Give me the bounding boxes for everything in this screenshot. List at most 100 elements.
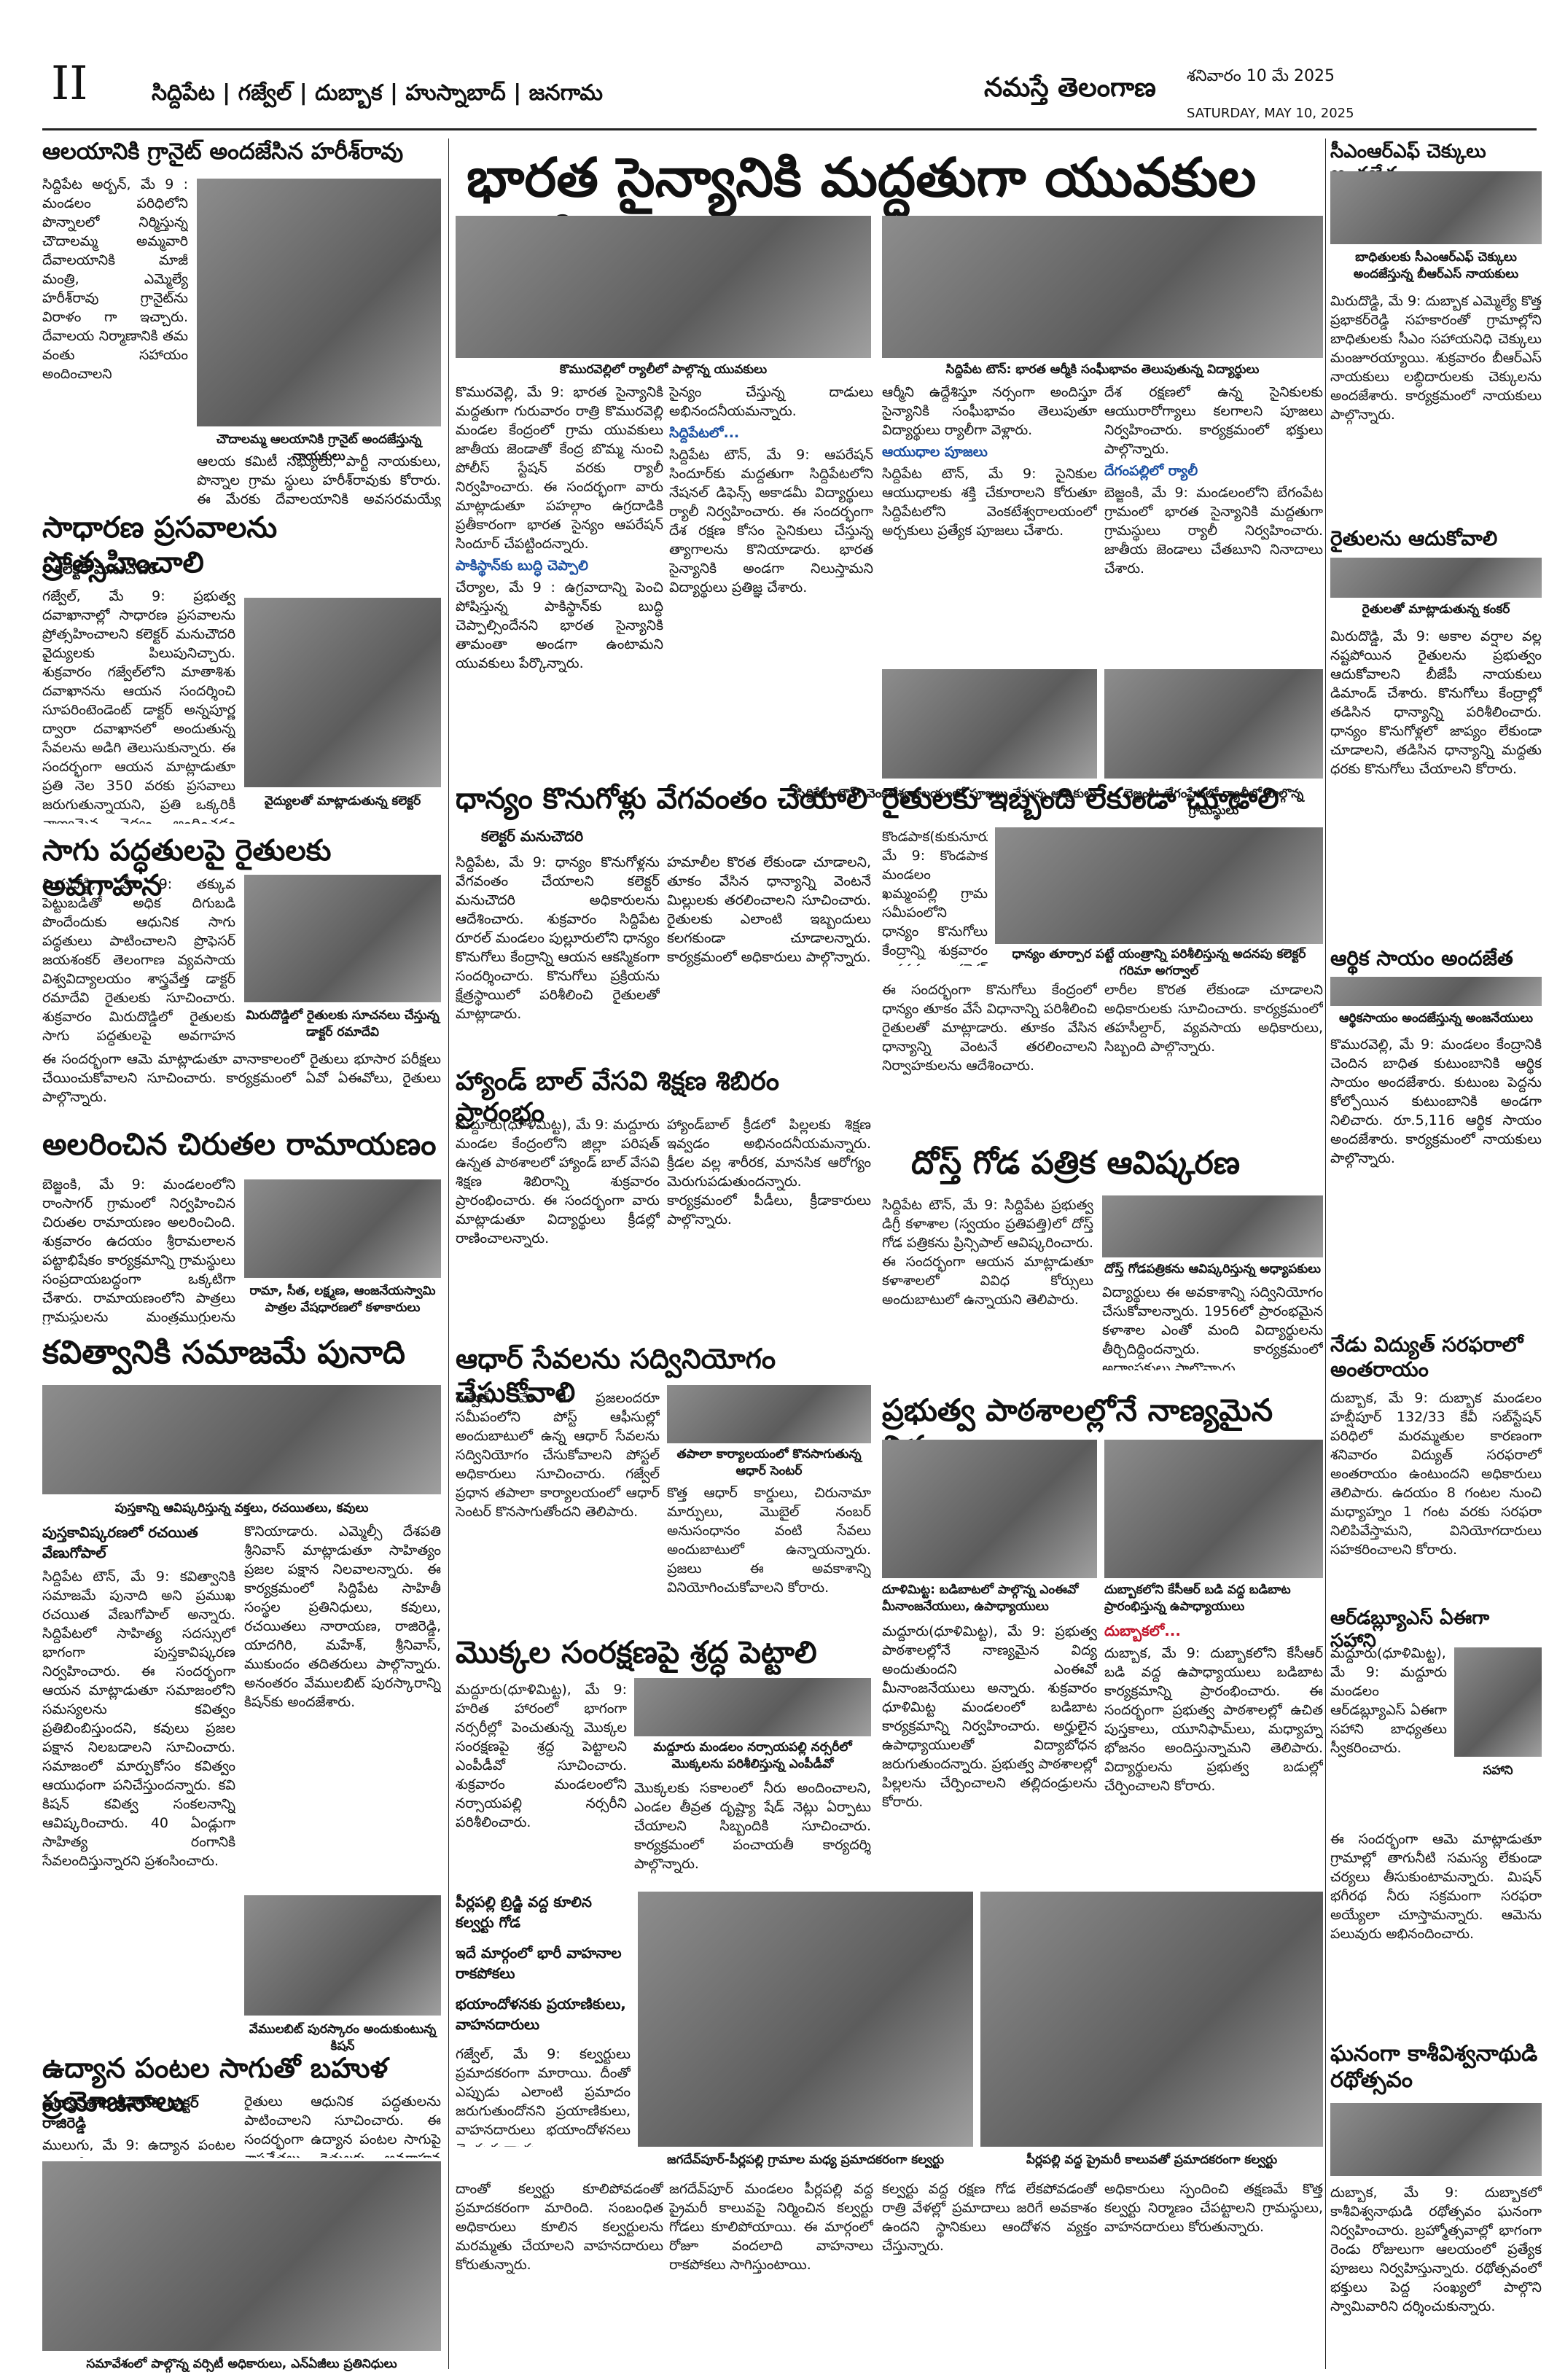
caption: బెజ్జంకి: బేగంపేటలో ర్యాలీలో పాల్గొన్న గ…	[1123, 787, 1304, 818]
body: దేశ రక్షణలో ఉన్న సైనికులకు ఆయురారోగ్యాలు…	[1104, 383, 1323, 663]
caption: కొమురవెల్లిలో ర్యాలీలో పాల్గొన్న యువకులు	[559, 362, 768, 377]
photo	[42, 1385, 441, 1494]
body: లారీల కొరత లేకుండా చూడాలని అధికారులకు సూ…	[1104, 982, 1323, 1055]
photo	[244, 875, 441, 1002]
caption: మద్దూరు మండలం నర్సాయపల్లి నర్సరీలో మొక్క…	[653, 1740, 852, 1771]
caption: చౌదాలమ్మ ఆలయానికి గ్రానైట్ అందజేస్తున్న …	[216, 432, 422, 464]
photo	[244, 1895, 441, 2016]
paragraph: సైన్యం చేస్తున్న దాడులు అభినందనీయమన్నారు…	[669, 384, 873, 419]
body: గజ్వేల్, మే 9: కల్వర్టులు ప్రమాదకరంగా మా…	[456, 2046, 631, 2147]
photo	[244, 598, 441, 787]
caption: సహాని	[1483, 1763, 1513, 1778]
body: ఈ సందర్భంగా ఆమె మాట్లాడుతూ గ్రామాల్లో తా…	[1330, 1831, 1542, 1942]
body: కల్వర్టు వద్ద రక్షణ గోడ లేకపోవడంతో రాత్ర…	[882, 2181, 1097, 2254]
caption: రామా, సీత, లక్ష్మణ, ఆంజనేయస్వామి పాత్రల …	[249, 1284, 436, 1315]
body: గజ్వేల్, మే 9: ప్రజలందరూ సమీపంలోని పోస్ట…	[456, 1390, 660, 1520]
photo	[1104, 669, 1323, 779]
photo	[882, 216, 1323, 358]
photo	[244, 1179, 441, 1278]
paragraph: సిద్దిపేట టౌన్, మే 9: సైనికుల ఆయుధాలకు శ…	[882, 466, 1097, 539]
body: సైన్యం చేస్తున్న దాడులు అభినందనీయమన్నారు…	[669, 383, 873, 780]
photo	[638, 1892, 973, 2147]
photo	[1102, 1195, 1323, 1257]
photo	[667, 1385, 871, 1443]
date-english: SATURDAY, MAY 10, 2025	[1187, 106, 1354, 121]
body: ఈ సందర్భంగా కొనుగోలు కేంద్రంలో ధాన్యం తూ…	[882, 982, 1097, 1074]
body: కొండపాక(కుకునూరుపల్లి), మే 9: కొండపాక మం…	[882, 829, 988, 966]
caption: పుస్తకాన్ని ఆవిష్కరిస్తున్న వక్తలు, రచయి…	[114, 1501, 369, 1515]
headline: ఉద్యాన పంటల సాగుతో బహుళ ప్రయోజనాలు	[42, 2052, 389, 2118]
headline: కవిత్వానికి సమాజమే పునాది	[42, 1334, 405, 1371]
body: కొమురవెల్లి, మే 9: మండలం కేంద్రానికి చెం…	[1330, 1037, 1542, 1166]
column-rule	[448, 138, 449, 2369]
headline: సాధారణ ప్రసవాలను ప్రోత్సహించాలి	[42, 511, 278, 580]
photo	[1330, 171, 1542, 244]
headline: ఆధార్ సేవలను సద్వినియోగం చేసుకోవాలి	[456, 1343, 776, 1408]
photo	[882, 1440, 1097, 1578]
bullet: భయాందోళనకు ప్రయాణికులు, వాహనదారులు	[456, 1995, 626, 2033]
headline: రైతులకు ఇబ్బంది లేకుండా చూడాలి	[882, 782, 1279, 816]
caption: జగదేవ్‌పూర్-పీర్లపల్లి గ్రామాల మధ్య ప్రమ…	[667, 2153, 944, 2167]
subhead: సిద్దిపేటలో...	[669, 425, 740, 441]
photo	[1104, 1440, 1323, 1578]
body: మద్దూరు(ధూళిమిట్ట), మే 9: హరిత హారంలో భా…	[456, 1682, 627, 1830]
sections: సిద్దిపేట | గజ్వేల్ | దుబ్బాక | హుస్నాబా…	[152, 80, 604, 106]
caption: మిరుదొడ్డిలో రైతులకు సూచనలు చేస్తున్న డా…	[246, 1008, 440, 1039]
paragraph: కొమురవెల్లి, మే 9: భారత సైన్యానికి మద్దత…	[456, 384, 663, 552]
headline: దోస్త్ గోడ పత్రిక ఆవిష్కరణ	[911, 1144, 1241, 1182]
bullet: ఇదే మార్గంలో భారీ వాహనాల రాకపోకలు	[456, 1944, 622, 1982]
body: బెజ్జంకి, మే 9: మండలంలోని రాంసాగర్ గ్రామ…	[42, 1177, 235, 1324]
body: మిరుదొడ్డి, మే 9: దుబ్బాక ఎమ్మెల్యే కొత్…	[1330, 293, 1542, 423]
paragraph: దేశ రక్షణలో ఉన్న సైనికులకు ఆయురారోగ్యాలు…	[1104, 384, 1323, 457]
headline: ఆలయానికి గ్రానైట్ అందజేసిన హరీశ్‌రావు	[42, 138, 404, 165]
subhead: దేగంపల్లిలో ర్యాలీ	[1104, 463, 1198, 479]
body: కొమురవెల్లి, మే 9: భారత సైన్యానికి మద్దత…	[456, 383, 663, 780]
body: మద్దూరు(ధూళిమిట్ట), మే 9: మద్దూరు మండలం …	[1330, 1645, 1447, 1756]
photo	[634, 1678, 871, 1736]
bullet: ఉద్యానశాఖ డీహెచ్‌ఓ డాక్టర్ రాజిరెడ్డి	[42, 2094, 199, 2131]
body: ములుగు, మే 9: ఉద్యాన పంటల సాగుతో బహుళ ప్…	[42, 2137, 235, 2158]
paragraph: చేర్యాల, మే 9 : ఉగ్రవాదాన్ని పెంచి పోషిస…	[456, 580, 663, 671]
body: హమాలీల కొరత లేకుండా చూడాలని, తూకం వేసిన …	[667, 854, 871, 965]
photo	[456, 216, 871, 358]
body: మిరుదొడ్డి, మే 9: తక్కువ పెట్టుబడితో అధి…	[42, 876, 235, 1044]
bullet: పుస్తకావిష్కరణలో రచయిత వేణుగోపాల్	[42, 1523, 198, 1561]
caption: ఆర్థికసాయం అందజేస్తున్న అంజనేయులు	[1338, 1011, 1534, 1026]
body: అధికారులు స్పందించి తక్షణమే కొత్త కల్వర్…	[1104, 2181, 1323, 2235]
photo	[882, 669, 1097, 779]
page-number: II	[51, 57, 88, 111]
header-rule	[42, 128, 1537, 130]
body: గజ్వేల్, మే 9: ప్రభుత్వ దవాఖానాల్లో సాధా…	[42, 588, 235, 824]
headline: రైతులను ఆదుకోవాలి	[1330, 526, 1498, 550]
headline: మొక్కల సంరక్షణపై శ్రద్ధ పెట్టాలి	[456, 1634, 817, 1670]
column-rule	[1325, 138, 1326, 2369]
caption: సమావేశంలో పాల్గొన్న వర్సిటీ అధికారులు, ఎ…	[86, 2357, 397, 2371]
headline: ఆర్థిక సాయం అందజేత	[1330, 946, 1513, 970]
body: సిద్దిపేట టౌన్, మే 9: సిద్దిపేట ప్రభుత్వ…	[882, 1197, 1093, 1308]
body: దుబ్బాక, మే 9: దుబ్బాకలో కాశీవిశ్వనాథుడి…	[1330, 2185, 1542, 2314]
caption: దుబ్బాకలోని కేసీఆర్ బడి వద్ద బడిబాట ప్రా…	[1104, 1583, 1291, 1614]
headline: ప్రభుత్వ పాఠశాలల్లోనే నాణ్యమైన విద్య	[882, 1392, 1273, 1464]
body: రైతులు ఆధునిక పద్ధతులను పాటించాలని సూచిం…	[244, 2094, 441, 2158]
body: ఈ సందర్భంగా ఆమె మాట్లాడుతూ వానాకాలంలో రై…	[42, 1051, 441, 1105]
photo	[1330, 2103, 1542, 2176]
photo	[1330, 558, 1542, 598]
body: హ్యాండ్‌బాల్ క్రీడలో పిల్లలకు శిక్షణ ఇవ్…	[667, 1117, 871, 1228]
headline: ధాన్యం కొనుగోళ్లు వేగవంతం చేయాలి	[456, 782, 868, 816]
headline: ఆర్‌డబ్ల్యూఎస్ ఏఈగా సహాని	[1330, 1607, 1490, 1653]
subhead: ఆయుధాల పూజలు	[882, 444, 988, 460]
bullet: పీర్లపల్లి బ్రిడ్జి వద్ద కూలిన కల్వర్టు …	[456, 1893, 592, 1931]
body: కొనియాడారు. ఎమ్మెల్సీ దేశపతి శ్రీనివాస్ …	[244, 1523, 441, 1710]
photo	[197, 179, 441, 426]
date-telugu: శనివారం 10 మే 2025	[1187, 67, 1335, 85]
body: దుబ్బాక, మే 9: దుబ్బాకలోని కేసీఆర్ బడి వ…	[1104, 1645, 1323, 1794]
body: మద్దూరు(ధూళిమిట్ట), మే 9: ప్రభుత్వ పాఠశా…	[882, 1623, 1097, 1810]
body: విద్యార్థులు ఈ అవకాశాన్ని సద్వినియోగం చే…	[1102, 1284, 1323, 1370]
headline: హ్యాండ్ బాల్ వేసవి శిక్షణ శిబిరం ప్రారంభ…	[456, 1066, 779, 1128]
body: ఆర్మీని ఉద్దేశిస్తూ నర్సంగా అందిస్తూ సైన…	[882, 383, 1097, 663]
body: మొక్కలకు సకాలంలో నీరు అందించాలని, ఎండల త…	[634, 1780, 871, 1872]
body: సిద్దిపేట అర్బన్, మే 9 : మండలం పరిధిలోని…	[42, 176, 188, 382]
caption: దోస్త్ గోడపత్రికను ఆవిష్కరిస్తున్న అధ్యా…	[1104, 1262, 1322, 1276]
headline: ఘనంగా కాశీవిశ్వనాథుడి రథోత్సవం	[1330, 2041, 1538, 2093]
